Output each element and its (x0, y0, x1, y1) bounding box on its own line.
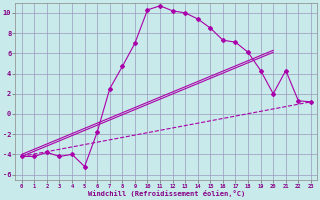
X-axis label: Windchill (Refroidissement éolien,°C): Windchill (Refroidissement éolien,°C) (88, 190, 245, 197)
